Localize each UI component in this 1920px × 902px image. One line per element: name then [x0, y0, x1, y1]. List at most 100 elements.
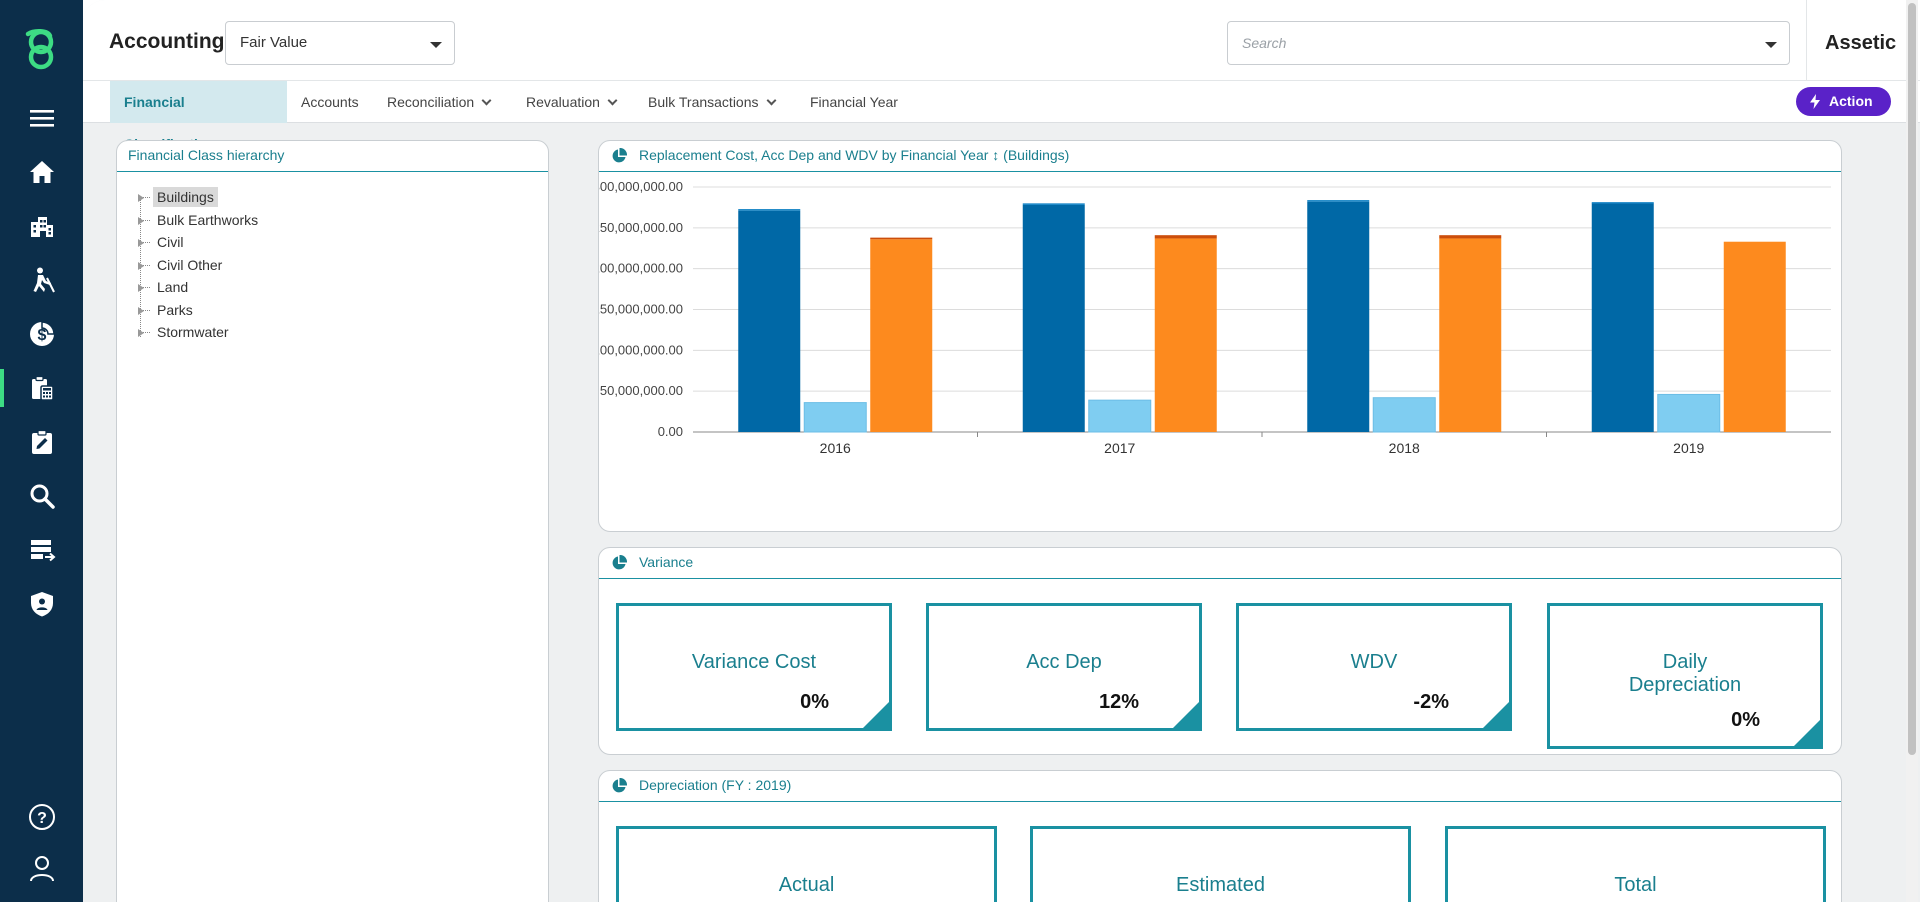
tab-financial-year[interactable]: Financial Year [796, 81, 912, 123]
bar-segment[interactable] [1439, 235, 1502, 239]
actual-card[interactable]: Actual [616, 826, 997, 902]
bar-segment[interactable] [1591, 202, 1654, 204]
bar[interactable] [870, 239, 933, 432]
card-value: 0% [800, 691, 829, 713]
corner-indicator-icon [863, 702, 889, 728]
expand-arrow-icon[interactable] [138, 284, 144, 292]
bar[interactable] [1591, 203, 1654, 432]
worker-icon[interactable] [0, 255, 83, 305]
user-icon[interactable] [0, 843, 83, 893]
module-title: Accounting [109, 30, 225, 53]
tab-bar: Financial Classification Accounts Reconc… [83, 81, 1920, 152]
bar-segment[interactable] [1022, 203, 1085, 205]
bar-segment[interactable] [738, 209, 801, 211]
buildings-icon[interactable] [0, 201, 83, 251]
card-title: WDV [1350, 651, 1398, 673]
hierarchy-tree: Buildings Bulk Earthworks Civil Civil Ot… [135, 186, 262, 344]
card-value: 12% [1098, 691, 1139, 713]
tab-reconciliation[interactable]: Reconciliation [373, 81, 504, 123]
scrollbar-thumb[interactable] [1908, 3, 1916, 755]
tree-item-label: Land [157, 279, 189, 295]
chevron-down-icon [766, 95, 776, 106]
divider [1806, 0, 1807, 81]
daily-depreciation-card[interactable]: Daily Depreciation 0% [1547, 603, 1823, 749]
finance-icon[interactable]: $ [0, 309, 83, 359]
tree-item-buildings[interactable]: Buildings [135, 186, 262, 209]
bar-segment[interactable] [870, 237, 933, 240]
tab-financial-classification[interactable]: Financial Classification [110, 81, 287, 152]
tree-item-label: Civil [157, 234, 184, 250]
nav-rail: $ ? [0, 0, 83, 902]
pie-chart-icon [612, 778, 627, 793]
acc-dep-card[interactable]: Acc Dep 12% [926, 603, 1202, 731]
tree-hline [140, 332, 150, 333]
estimated-card[interactable]: Estimated [1030, 826, 1411, 902]
bar-segment[interactable] [1154, 235, 1217, 239]
home-icon[interactable] [0, 147, 83, 197]
search-input[interactable]: Search [1227, 21, 1790, 65]
variance-cost-card[interactable]: Variance Cost 0% [616, 603, 892, 731]
bar[interactable] [1154, 238, 1217, 432]
card-title: Estimated [1176, 874, 1265, 896]
total-card[interactable]: Total [1445, 826, 1826, 902]
search-icon[interactable] [0, 471, 83, 521]
pie-chart-icon [612, 555, 627, 570]
accounting-icon[interactable] [0, 363, 83, 413]
tab-label: Accounts [301, 94, 359, 110]
tree-item-label: Buildings [153, 187, 218, 207]
app-logo[interactable] [20, 26, 62, 72]
tree-hline [140, 264, 150, 266]
expand-arrow-icon[interactable] [138, 194, 144, 202]
bar[interactable] [1307, 201, 1370, 432]
action-button[interactable]: Action [1796, 87, 1891, 116]
lightning-icon [1810, 94, 1820, 109]
bar[interactable] [1372, 397, 1436, 433]
x-tick-label: 2018 [1389, 440, 1420, 456]
tree-item-civil[interactable]: Civil [135, 231, 262, 254]
expand-arrow-icon[interactable] [138, 261, 144, 270]
expand-arrow-icon[interactable] [138, 216, 144, 225]
menu-icon[interactable] [0, 93, 83, 143]
action-button-label: Action [1829, 93, 1873, 109]
page-scrollbar[interactable] [1906, 0, 1918, 902]
variance-panel-title: Variance [639, 554, 694, 570]
tab-revaluation[interactable]: Revaluation [512, 81, 630, 123]
tree-item-land[interactable]: Land [135, 276, 262, 299]
bar[interactable] [1088, 399, 1152, 433]
wdv-card[interactable]: WDV -2% [1236, 603, 1512, 731]
bar-segment[interactable] [1307, 200, 1370, 202]
card-value: -2% [1413, 691, 1449, 713]
expand-arrow-icon[interactable] [138, 239, 144, 247]
expand-arrow-icon[interactable] [138, 306, 144, 315]
tree-item-stormwater[interactable]: Stormwater [135, 321, 262, 344]
corner-indicator-icon [1483, 702, 1509, 728]
bar[interactable] [1723, 241, 1786, 432]
tree-item-civil-other[interactable]: Civil Other [135, 254, 262, 277]
tab-label: Reconciliation [387, 94, 475, 110]
bar[interactable] [803, 402, 867, 433]
main-area: Accounting Fair Value Search Assetic Fin… [83, 0, 1920, 902]
tree-item-bulk-earthworks[interactable]: Bulk Earthworks [135, 209, 262, 232]
security-icon[interactable] [0, 579, 83, 629]
bar-chart: 0.00 50,000,000.00 100,000,000.00 150,000,0… [599, 179, 1831, 456]
card-title: Variance Cost [691, 651, 817, 673]
bar[interactable] [738, 210, 801, 432]
task-icon[interactable] [0, 417, 83, 467]
tree-item-label: Stormwater [157, 324, 229, 340]
help-icon[interactable]: ? [0, 792, 83, 842]
bar[interactable] [1657, 393, 1721, 433]
tab-bulk-transactions[interactable]: Bulk Transactions [634, 81, 789, 123]
tree-item-parks[interactable]: Parks [135, 299, 262, 322]
tab-accounts[interactable]: Accounts [287, 81, 373, 123]
hierarchy-panel-title: Financial Class hierarchy [117, 141, 548, 172]
bar[interactable] [1439, 238, 1502, 432]
expand-arrow-icon[interactable] [138, 329, 144, 337]
tab-label: Revaluation [526, 94, 600, 110]
svg-text:?: ? [37, 810, 47, 827]
bar[interactable] [1022, 204, 1085, 432]
card-title: Actual [778, 874, 835, 896]
tab-label: Bulk Transactions [648, 94, 759, 110]
card-title: Total [1614, 874, 1657, 896]
data-transfer-icon[interactable] [0, 525, 83, 575]
view-select[interactable]: Fair Value [225, 21, 455, 65]
